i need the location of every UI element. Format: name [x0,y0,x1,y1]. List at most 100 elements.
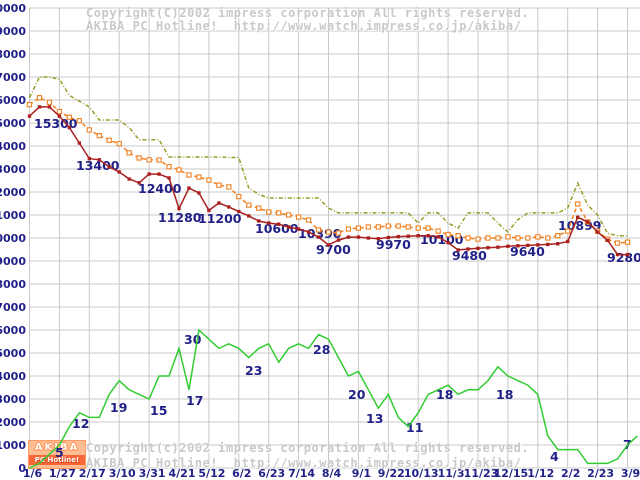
x-axis-tick-label: 4/21 [169,467,196,480]
y-axis-tick-label: 5000 [0,347,26,360]
avg-price-marker [106,137,112,143]
min-price-marker [27,114,32,118]
x-axis-tick-label: 1/27 [49,467,76,480]
price-data-label: 9700 [316,242,351,257]
avg-price-marker [614,240,621,246]
min-price-marker [546,242,550,247]
count-data-label: 4 [550,449,559,464]
count-data-label: 13 [366,411,383,426]
avg-price-marker [146,157,152,163]
min-price-marker [326,243,331,247]
x-axis-tick-label: 2/23 [587,467,614,480]
avg-price-marker [36,95,43,101]
y-axis-tick-label: 15000 [0,117,26,130]
avg-price-marker [435,228,441,234]
x-axis-tick-label: 2/17 [79,467,106,480]
min-price-marker [296,227,301,231]
count-data-label: 12 [72,416,89,431]
avg-price-marker [236,193,242,200]
y-axis-tick-label: 14000 [0,140,26,153]
count-data-label: 11 [406,420,423,435]
y-axis-tick-label: 19000 [0,25,26,38]
y-axis-tick-label: 7000 [0,301,26,314]
price-data-label: 11280 [158,210,202,225]
min-price-marker [436,235,440,239]
avg-price-marker [86,127,92,133]
avg-price-marker [355,225,362,231]
count-data-label: 18 [436,387,453,402]
y-axis-tick-label: 0 [18,462,26,475]
min-price-marker [406,234,410,238]
y-axis-tick-label: 1000 [0,439,26,452]
y-axis-tick-label: 4000 [0,370,26,383]
avg-price-marker [305,217,312,223]
count-data-label: 18 [496,387,513,402]
min-price-marker [177,206,181,211]
min-price-marker [77,141,82,145]
avg-price-marker [126,150,132,156]
price-data-label: 9640 [510,244,545,259]
min-price-marker [416,234,420,238]
y-axis-tick-label: 8000 [0,278,26,291]
x-axis-tick-label: 1/6 [23,467,43,480]
avg-price-marker [505,234,511,240]
x-axis-tick-label: 11/3 [438,467,465,480]
min-price-marker [306,230,311,234]
avg-price-marker [485,235,491,241]
watermark-top-url: AKIBA PC Hotline! http://www.watch.impre… [86,19,522,33]
price-data-label: 12400 [138,181,182,196]
min-price-marker [376,236,381,241]
avg-price-marker [315,227,322,233]
avg-price-marker [455,233,461,239]
min-price-marker [526,243,530,248]
min-price-marker [516,244,520,248]
avg-price-marker [395,223,401,229]
price-data-label: 9480 [452,248,487,263]
min-price-marker [466,247,470,251]
avg-price-marker [375,224,381,230]
min-price-marker [217,201,221,205]
avg-price-marker [246,202,252,208]
min-price-marker [247,214,251,218]
x-axis-tick-label: 9/22 [378,467,405,480]
min-price-marker [366,236,371,240]
x-axis-tick-label: 3/31 [139,467,166,480]
min-price-marker [585,220,590,224]
min-price-marker [187,186,191,190]
min-price-marker [37,105,42,109]
min-price-marker [197,191,201,195]
logo-subtitle-text: PC Hotline! [29,455,85,465]
count-data-label: 23 [245,363,262,378]
min-price-marker [137,181,141,185]
min-price-marker [286,225,291,229]
x-axis-tick-label: 3/9 [621,467,640,480]
min-price-marker [336,238,341,242]
avg-price-marker [425,225,431,231]
x-axis-tick-label: 11/23 [464,467,499,480]
avg-price-marker [325,229,332,235]
min-price-marker [396,234,400,239]
min-price-marker [57,114,62,118]
avg-price-marker [136,155,142,161]
min-price-marker [267,221,271,225]
y-axis-tick-label: 2000 [0,416,26,429]
avg-price-marker [66,114,73,120]
x-axis-tick-label: 12/15 [494,467,529,480]
min-price-marker [207,208,211,213]
min-price-marker [47,105,52,109]
avg-price-marker [166,164,172,170]
min-price-marker [556,242,560,246]
avg-price-marker [365,224,372,230]
avg-price-marker [216,182,222,188]
min-price-marker [276,222,281,226]
y-axis-tick-label: 16000 [0,94,26,107]
min-price-marker [346,235,351,239]
min-price-marker [127,177,131,181]
min-price-marker [147,172,151,176]
avg-price-marker [266,209,272,215]
y-axis-tick-label: 6000 [0,324,26,337]
min-price-marker [595,230,600,234]
